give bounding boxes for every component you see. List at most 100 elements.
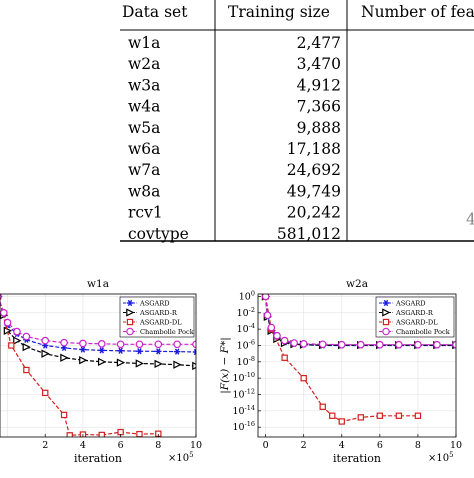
x-tick-label: 6 <box>118 440 124 451</box>
series-line-asgard-r <box>0 300 196 367</box>
data-point <box>376 412 384 419</box>
x-tick-label: 8 <box>155 440 161 451</box>
data-point <box>263 311 272 320</box>
table-cell-dataset: w7a <box>128 161 160 179</box>
data-point <box>173 360 182 369</box>
data-point <box>0 308 8 317</box>
data-point <box>13 336 22 345</box>
y-tick-label: 10-8 <box>237 355 255 368</box>
data-point <box>60 338 68 347</box>
chart-title: w2a <box>346 278 368 290</box>
table-cell-dataset: w1a <box>128 34 160 52</box>
data-point <box>357 340 365 349</box>
data-point <box>42 389 49 397</box>
x-tick-label: 0 <box>263 440 269 451</box>
chart-title: w1a <box>87 278 109 290</box>
data-point <box>273 331 281 340</box>
data-point <box>267 323 276 332</box>
data-point <box>116 340 125 349</box>
data-point <box>23 366 30 374</box>
x-tick-label: 4 <box>339 440 345 451</box>
y-axis-label: |F(x) − F*| <box>219 337 232 393</box>
chart-series-group <box>0 294 196 437</box>
data-point <box>290 339 298 347</box>
x-axis-label: iteration <box>74 452 122 465</box>
legend-entry: Chambolle Pock <box>140 328 195 336</box>
x-tick-label: 2 <box>42 440 48 451</box>
legend-entry: ASGARD <box>139 300 170 308</box>
dataset-table: Data set Training size Number of fea w1a 2,4… <box>120 0 474 243</box>
data-point <box>98 431 105 437</box>
data-point <box>395 412 403 419</box>
table-header-cell: Training size <box>228 3 330 21</box>
chart-frame <box>0 293 197 438</box>
data-point <box>329 412 336 419</box>
data-point <box>338 418 345 425</box>
data-point <box>154 359 163 369</box>
table-cell-dataset: rcv1 <box>128 204 163 222</box>
table-cell-dataset: w4a <box>128 98 160 116</box>
y-tick-label: 10-2 <box>237 306 255 319</box>
data-point <box>117 428 124 436</box>
y-tick-label: 10-6 <box>237 338 255 351</box>
table-cell-dataset: w2a <box>128 55 160 73</box>
x-axis-scale: ×105 <box>168 451 194 464</box>
data-point <box>60 411 68 419</box>
x-axis-label: iteration <box>333 452 381 465</box>
table-cell-dataset: w6a <box>128 140 160 158</box>
data-point <box>318 340 327 349</box>
data-point <box>79 339 87 348</box>
x-tick-label: 10 <box>190 440 202 451</box>
y-tick-label: 10-10 <box>232 371 255 384</box>
table-cell-training-size: 17,188 <box>287 140 341 158</box>
chart-grid <box>258 294 457 437</box>
data-point <box>13 327 21 336</box>
dataset-table-svg: Data set Training size Number of fea w1a 2,4… <box>120 0 474 243</box>
data-point <box>3 318 12 327</box>
chart-frame <box>257 293 457 438</box>
data-point <box>8 342 15 349</box>
table-cell-training-size: 3,470 <box>297 55 341 73</box>
data-point <box>66 432 73 437</box>
table-cell-training-size: 4,912 <box>297 76 341 94</box>
legend-entry: ASGARD-DL <box>139 319 182 327</box>
data-point <box>97 357 107 366</box>
data-point <box>22 332 31 341</box>
legend-entry: ASGARD-R <box>139 309 178 317</box>
data-point <box>281 354 288 361</box>
table-cell-dataset: w8a <box>128 182 160 200</box>
table-header-cell: Number of fea <box>361 3 474 21</box>
data-point <box>60 353 69 362</box>
table-cell-training-size: 7,366 <box>297 98 341 116</box>
data-point <box>173 340 181 349</box>
data-point <box>192 340 196 349</box>
figure-panels: w1a 2 4 6 8 10 iteration ×105 ASGARD ASGARD-R ASGA… <box>0 250 474 474</box>
data-point <box>97 340 106 348</box>
y-tick-label: 10-12 <box>232 388 255 401</box>
data-point <box>41 349 50 358</box>
data-point <box>300 374 307 382</box>
data-point <box>395 340 403 349</box>
data-point <box>22 342 31 352</box>
table-header-cell: Data set <box>122 3 188 21</box>
table-cell-training-size: 2,477 <box>297 34 341 52</box>
x-axis-scale: ×105 <box>428 451 454 464</box>
x-tick-label: 10 <box>450 440 462 451</box>
data-point <box>337 340 346 349</box>
table-cell-training-size: 49,749 <box>287 182 341 200</box>
x-tick-label: 2 <box>301 440 307 451</box>
data-point <box>261 294 270 301</box>
data-point <box>414 340 422 349</box>
table-cell-dataset: w5a <box>128 119 160 137</box>
x-tick-label: 4 <box>80 440 86 451</box>
table-cell-features-partial: 4 <box>466 211 474 229</box>
table-cell-training-size: 24,692 <box>287 161 341 179</box>
data-point <box>136 430 143 437</box>
legend-entry: ASGARD-DL <box>395 319 438 327</box>
table-cell-training-size: 581,012 <box>277 225 341 243</box>
data-point <box>154 340 163 349</box>
y-tick-label: 10-4 <box>237 322 255 335</box>
series-line-chambolle-pock <box>265 296 456 346</box>
